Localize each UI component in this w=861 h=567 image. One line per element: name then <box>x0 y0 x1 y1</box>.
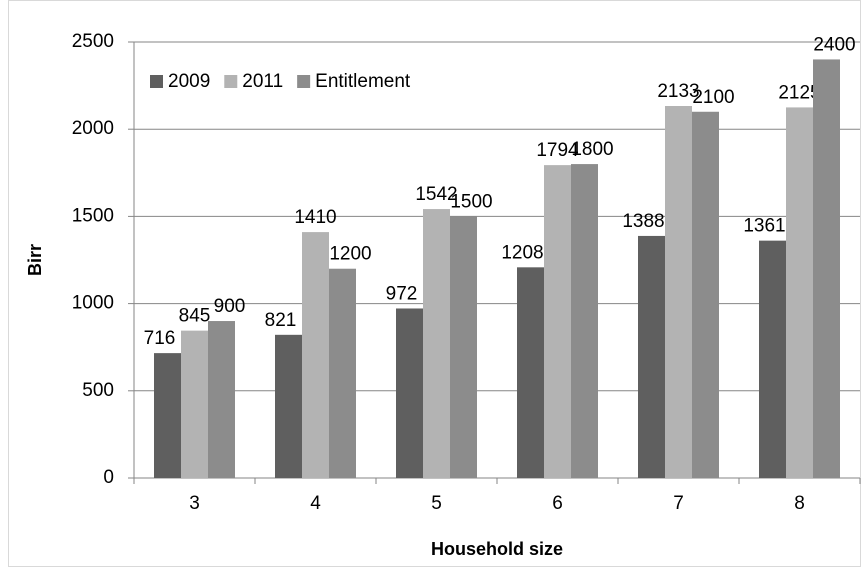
bar <box>423 209 450 478</box>
data-label: 1542 <box>415 184 457 205</box>
y-axis-title: Birr <box>25 244 45 276</box>
data-label: 2400 <box>813 34 855 55</box>
bar <box>665 106 692 479</box>
data-label: 2125 <box>778 82 820 103</box>
y-tick-label: 500 <box>82 380 114 401</box>
bar <box>638 235 665 478</box>
bar <box>329 268 356 478</box>
data-label: 1500 <box>450 191 492 212</box>
y-tick-label: 1500 <box>72 205 114 226</box>
legend-swatch <box>150 75 163 88</box>
bar <box>813 59 840 478</box>
data-label: 1208 <box>501 242 543 263</box>
bar <box>302 232 329 478</box>
x-tick-label: 7 <box>673 493 684 514</box>
data-label: 972 <box>386 283 418 304</box>
legend-swatch <box>224 75 238 88</box>
x-axis-title: Household size <box>431 539 563 559</box>
data-label: 900 <box>214 296 246 317</box>
legend-label: Entitlement <box>315 71 411 92</box>
data-label: 1410 <box>294 207 336 228</box>
bar <box>759 240 786 478</box>
bar <box>275 334 302 478</box>
data-label: 1361 <box>743 216 785 237</box>
legend-label: 2011 <box>242 71 283 92</box>
data-label: 821 <box>265 310 297 331</box>
x-tick-label: 5 <box>431 493 442 514</box>
legend-swatch <box>297 75 311 88</box>
x-tick-label: 6 <box>552 493 563 514</box>
bar <box>396 308 423 478</box>
data-label: 1388 <box>622 211 664 232</box>
x-tick-label: 4 <box>310 493 321 514</box>
data-label: 716 <box>144 328 176 349</box>
bar <box>208 321 235 478</box>
data-label: 845 <box>179 306 211 327</box>
bar <box>154 353 181 478</box>
bar <box>181 330 208 478</box>
data-label: 2133 <box>657 81 699 102</box>
legend-label: 2009 <box>168 71 210 92</box>
bar <box>544 165 571 478</box>
bar <box>450 216 477 478</box>
bar <box>517 267 544 478</box>
y-tick-label: 2500 <box>72 31 114 52</box>
x-tick-label: 8 <box>794 493 805 514</box>
bar <box>571 164 598 478</box>
data-label: 1794 <box>536 140 579 161</box>
y-tick-label: 1000 <box>72 293 114 314</box>
bar <box>786 107 813 479</box>
data-label: 1200 <box>329 244 371 265</box>
data-label: 2100 <box>692 87 734 108</box>
y-tick-label: 2000 <box>72 118 114 139</box>
y-tick-label: 0 <box>103 467 114 488</box>
x-tick-label: 3 <box>189 493 200 514</box>
bar <box>692 111 719 478</box>
data-label: 1800 <box>571 139 613 160</box>
